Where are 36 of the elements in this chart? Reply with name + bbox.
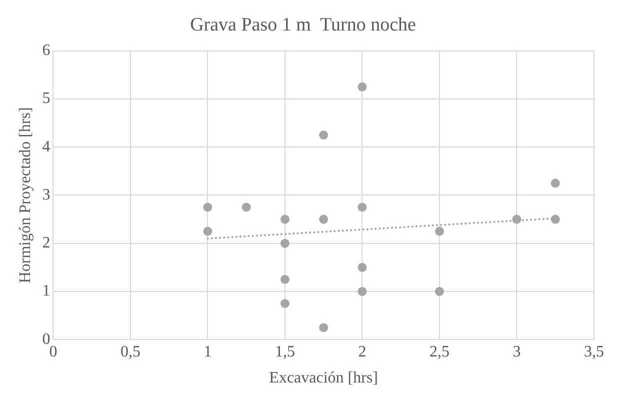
- point: [434, 226, 444, 236]
- y-tick-label: 3: [42, 186, 50, 204]
- x-tick-label: 0,5: [120, 343, 140, 360]
- y-axis-title: Hormigón Proyectado [hrs]: [16, 107, 34, 284]
- point: [319, 130, 328, 140]
- chart-title: Grava Paso 1 m Turno noche: [190, 14, 416, 36]
- point: [280, 238, 290, 248]
- point: [319, 214, 328, 224]
- x-tick-label: 1: [204, 343, 212, 360]
- point: [434, 286, 444, 296]
- y-tick-label: 2: [42, 234, 50, 252]
- point: [550, 214, 560, 224]
- point: [358, 202, 367, 212]
- point: [280, 214, 290, 224]
- x-tick-label: 3,5: [584, 343, 604, 360]
- point: [512, 214, 522, 224]
- point: [358, 286, 367, 296]
- y-tick-label: 4: [42, 138, 50, 156]
- y-tick-label: 1: [42, 282, 50, 300]
- x-tick-label: 1,5: [274, 343, 295, 360]
- x-tick-label: 2: [358, 343, 366, 360]
- point: [242, 202, 251, 212]
- x-tick-label: 3: [512, 343, 521, 360]
- y-tick-label: 5: [42, 90, 50, 108]
- y-tick-label: 0: [42, 330, 50, 348]
- point: [319, 323, 328, 332]
- point: [280, 274, 290, 284]
- point: [203, 202, 212, 212]
- point: [358, 262, 367, 272]
- y-tick-label: 6: [42, 42, 50, 60]
- point: [280, 299, 290, 308]
- point: [203, 226, 212, 236]
- point: [550, 178, 560, 188]
- x-axis-title: Excavación [hrs]: [269, 370, 378, 387]
- x-tick-label: 2,5: [429, 343, 450, 360]
- point: [358, 82, 367, 92]
